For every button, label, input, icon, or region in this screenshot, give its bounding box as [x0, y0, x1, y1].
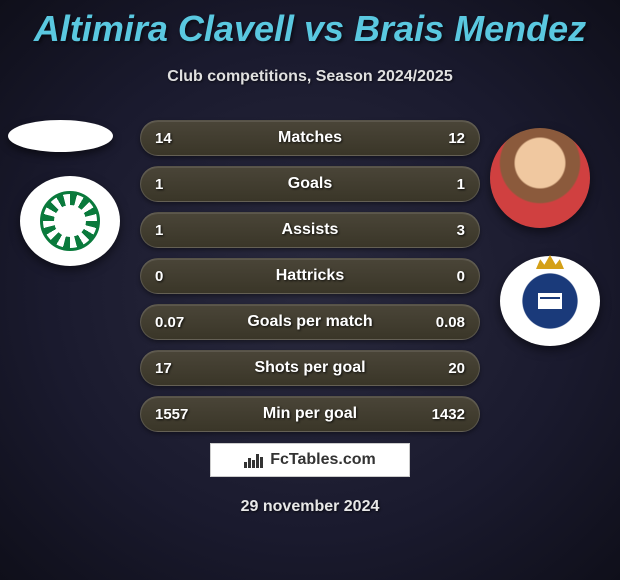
stat-label: Goals per match [247, 313, 372, 331]
stat-left-value: 1 [155, 222, 163, 239]
betis-crest-icon [40, 191, 100, 251]
stat-label: Goals [288, 175, 332, 193]
club-badge-right [500, 256, 600, 346]
stat-row: 0 Hattricks 0 [140, 258, 480, 294]
stat-left-value: 0.07 [155, 314, 184, 331]
stat-left-value: 0 [155, 268, 163, 285]
stat-right-value: 12 [448, 130, 465, 147]
stats-container: 14 Matches 12 1 Goals 1 1 Assists 3 0 Ha… [140, 120, 480, 442]
stat-label: Assists [282, 221, 339, 239]
brand-text: FcTables.com [270, 451, 376, 469]
stat-left-value: 17 [155, 360, 172, 377]
stat-right-value: 0 [457, 268, 465, 285]
bar-chart-icon [244, 452, 264, 468]
club-badge-left [20, 176, 120, 266]
season-subtitle: Club competitions, Season 2024/2025 [0, 68, 620, 86]
stat-right-value: 1 [457, 176, 465, 193]
stat-row: 14 Matches 12 [140, 120, 480, 156]
stat-row: 0.07 Goals per match 0.08 [140, 304, 480, 340]
stat-label: Hattricks [276, 267, 344, 285]
stat-left-value: 14 [155, 130, 172, 147]
comparison-title: Altimira Clavell vs Brais Mendez [0, 0, 620, 50]
player-left-photo [8, 120, 113, 152]
date-text: 29 november 2024 [0, 498, 620, 516]
stat-right-value: 3 [457, 222, 465, 239]
stat-row: 17 Shots per goal 20 [140, 350, 480, 386]
stat-row: 1 Goals 1 [140, 166, 480, 202]
real-sociedad-crest-icon [518, 269, 582, 333]
stat-right-value: 20 [448, 360, 465, 377]
stat-right-value: 1432 [432, 406, 465, 423]
stat-left-value: 1 [155, 176, 163, 193]
stat-left-value: 1557 [155, 406, 188, 423]
stat-right-value: 0.08 [436, 314, 465, 331]
stat-label: Shots per goal [254, 359, 365, 377]
stat-row: 1 Assists 3 [140, 212, 480, 248]
stat-row: 1557 Min per goal 1432 [140, 396, 480, 432]
stat-label: Matches [278, 129, 342, 147]
player-right-photo [490, 128, 590, 228]
stat-label: Min per goal [263, 405, 357, 423]
brand-badge[interactable]: FcTables.com [210, 443, 410, 477]
